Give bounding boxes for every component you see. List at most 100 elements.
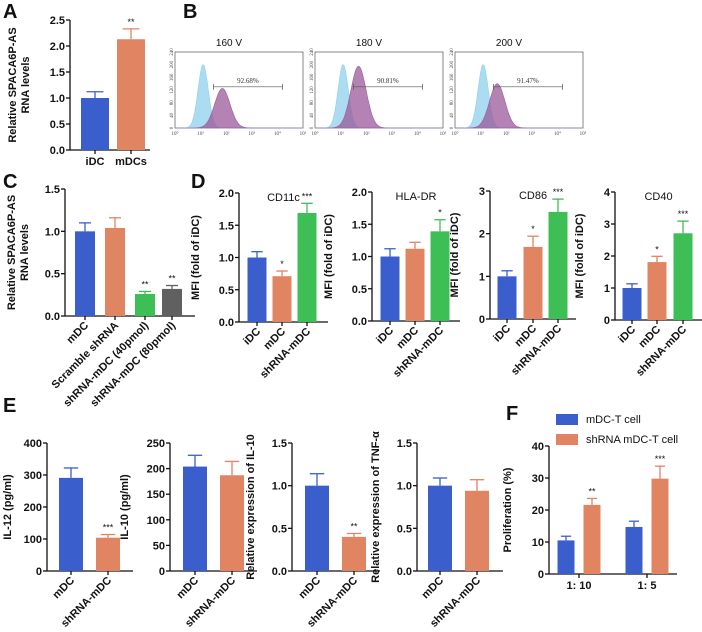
flow-y-tick: 0: [450, 126, 455, 129]
y-tick-label: 30: [532, 473, 544, 485]
flow-y-tick: 200: [450, 60, 455, 68]
bar-chart-C: 0.0 0.5 1.0 1.5 Relative SPACA6P-AS RNA level…: [6, 184, 195, 409]
bar: [548, 211, 568, 319]
y-tick-label: 1: [479, 271, 485, 283]
y-tick-label: 40: [532, 441, 544, 453]
y-tick-label: 1: [604, 283, 610, 295]
y-tick-label: 2: [604, 251, 610, 263]
y-tick-label: 0: [36, 566, 42, 578]
flow-x-tick: 10³: [389, 131, 396, 137]
y-axis-label: Relative SPACA6P-AS: [6, 195, 18, 310]
flow-y-tick: 120: [310, 86, 315, 94]
flow-x-tick: 10⁰: [451, 131, 458, 137]
flow-title: 160 V: [216, 38, 242, 49]
x-tick-label: iDC: [491, 323, 513, 345]
flow-x-tick: 10²: [223, 131, 230, 137]
significance-marker: ***: [302, 191, 313, 201]
flow-histogram-1: 160 V 92.68% 0 40 80 120 160 200 240 10⁰ 10¹ 10² 10³…: [170, 38, 307, 137]
significance-marker: **: [168, 274, 176, 284]
y-axis-label: MFI (fold of iDC): [190, 215, 202, 300]
x-tick-label: mDC: [174, 575, 201, 602]
y-axis-label: Relative SPACA6P-AS: [7, 27, 19, 142]
y-tick-label: 300: [24, 470, 42, 482]
flow-y-tick: 120: [450, 86, 455, 94]
flow-gate-percent: 91.47%: [517, 77, 539, 85]
y-tick-label: 10: [532, 537, 544, 549]
y-tick-label: 1.5: [219, 220, 234, 232]
x-tick-label: mDCs: [115, 156, 147, 168]
y-tick-label: 1.5: [397, 438, 412, 450]
y-tick-label: 1.5: [45, 184, 60, 196]
significance-marker: *: [280, 259, 284, 269]
bar: [305, 485, 329, 571]
bar: [622, 288, 642, 320]
flow-y-tick: 240: [310, 48, 315, 56]
bar: [135, 293, 155, 316]
y-tick-label: 1.5: [352, 219, 367, 231]
y-tick-label: 0.0: [352, 316, 367, 328]
y-axis-label: Relative expression of TNF-α: [370, 431, 382, 583]
x-tick-label: mDC: [50, 575, 77, 602]
bar: [220, 475, 244, 571]
y-tick-label: 2.0: [219, 188, 234, 200]
flow-x-tick: 10³: [529, 131, 536, 137]
bar: [497, 276, 517, 319]
flow-sample-curve: [315, 65, 443, 129]
flow-x-tick: 10⁵: [300, 131, 307, 137]
flow-y-tick: 0: [170, 126, 175, 129]
bar: [430, 231, 450, 321]
y-tick-label: 100: [147, 515, 165, 527]
bar-chart-A: 0.0 0.5 1.0 1.5 2.0 2.5 Relative SPACA6P-AS RNA…: [7, 15, 150, 168]
flow-y-tick: 40: [450, 112, 455, 118]
flow-control-curve: [315, 64, 443, 129]
panel-letter-D: D: [191, 171, 205, 193]
significance-marker: ***: [655, 454, 666, 464]
bar: [96, 537, 120, 571]
flow-x-tick: 10²: [503, 131, 510, 137]
bar: [117, 39, 145, 150]
flow-y-tick: 160: [450, 73, 455, 81]
legend-label: mDC-T cell: [586, 414, 641, 426]
y-tick-label: 0.0: [50, 145, 65, 157]
y-tick-label: 3: [604, 219, 610, 231]
flow-histogram-3: 200 V 91.47% 0 40 80 120 160 200 240 10⁰ 10¹ 10² 10³…: [450, 38, 587, 137]
flow-y-tick: 160: [310, 73, 315, 81]
bar: [405, 248, 425, 321]
y-tick-label: 0.5: [397, 523, 412, 535]
significance-marker: **: [141, 279, 149, 289]
y-tick-label: 400: [24, 438, 42, 450]
y-axis-label: MFI (fold of iDC): [323, 214, 335, 299]
flow-y-tick: 240: [170, 48, 175, 56]
flow-control-curve: [175, 64, 303, 129]
flow-x-tick: 10⁵: [580, 131, 587, 137]
flow-control-curve: [455, 64, 583, 129]
y-tick-label: 0.5: [219, 285, 234, 297]
y-tick-label: 0.0: [397, 566, 412, 578]
significance-marker: *: [655, 244, 659, 254]
y-axis-label: IL-10 (pg/ml): [119, 474, 131, 540]
y-tick-label: 250: [147, 438, 165, 450]
flow-x-tick: 10⁴: [554, 131, 561, 137]
flow-gate-percent: 90.81%: [377, 77, 399, 85]
y-axis-label: RNA levels: [19, 224, 31, 281]
y-tick-label: 150: [147, 489, 165, 501]
x-tick-label: 1: 5: [638, 580, 657, 592]
bar: [342, 536, 366, 571]
x-tick-label: mDC: [64, 320, 91, 347]
flow-y-tick: 80: [450, 100, 455, 106]
flow-y-tick: 40: [170, 112, 175, 118]
panel-letter-A: A: [3, 1, 17, 23]
bar: [272, 276, 292, 322]
bar: [557, 540, 575, 574]
y-axis-label: Relative expression of IL-10: [245, 434, 257, 580]
flow-x-tick: 10⁰: [311, 131, 318, 137]
flow-y-tick: 160: [170, 73, 175, 81]
y-tick-label: 1.0: [45, 226, 60, 238]
y-tick-label: 1.0: [352, 252, 367, 264]
flow-y-tick: 80: [310, 100, 315, 106]
panel-letter-E: E: [3, 395, 16, 417]
flow-x-tick: 10⁴: [274, 131, 281, 137]
x-tick-label: iDC: [374, 325, 396, 347]
